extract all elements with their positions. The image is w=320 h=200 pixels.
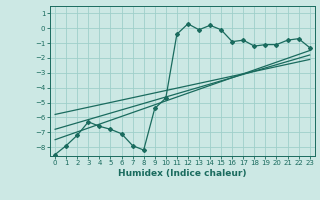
X-axis label: Humidex (Indice chaleur): Humidex (Indice chaleur) xyxy=(118,169,247,178)
